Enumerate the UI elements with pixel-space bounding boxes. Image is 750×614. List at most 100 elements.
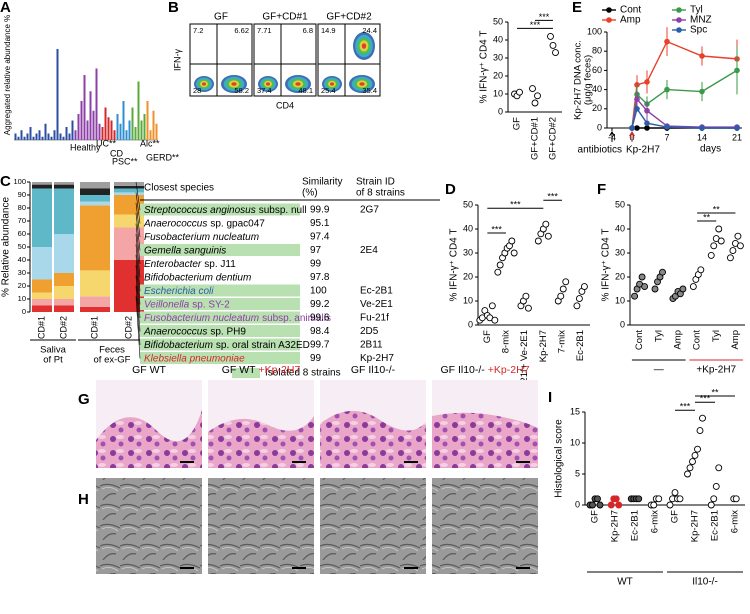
species-suffix: sp. J11 [204, 259, 236, 270]
data-point [736, 242, 744, 250]
connector [135, 223, 141, 265]
y-axis-label: Histological score [554, 419, 565, 498]
x-tick-label: 6-mix [650, 510, 661, 533]
connector [135, 192, 141, 224]
flow-y-label: IFN-γ [172, 49, 182, 71]
y-tick-label: 10 [18, 294, 26, 303]
series-line [631, 40, 738, 129]
bar-segment [54, 182, 74, 185]
data-point [542, 220, 550, 228]
highlight [140, 311, 300, 324]
species: Anaerococcus sp. PH9 [143, 326, 246, 337]
table-header: (%) [302, 188, 318, 199]
data-point [726, 254, 734, 262]
species-name: Anaerococcus [143, 326, 207, 337]
similarity: 97.8 [310, 272, 330, 283]
image-title: GF WT [132, 364, 166, 376]
bar [71, 120, 74, 140]
strain-id: Fu-21f [360, 313, 389, 324]
y-tick-label: 5 [575, 468, 580, 478]
legend-swatch [232, 368, 260, 378]
data-point [699, 53, 705, 59]
data-point [734, 125, 740, 131]
highlight [140, 244, 300, 256]
bar [89, 91, 92, 140]
data-point [717, 237, 725, 245]
bar-segment [54, 286, 74, 299]
species-name: Fusobacterium nucleatum [144, 313, 259, 324]
bar [32, 136, 35, 140]
x-tick-label: Amp [672, 330, 683, 350]
y-tick-label: 40 [18, 255, 26, 264]
x-tick-label: GF+CD#2 [548, 117, 559, 160]
data-point [575, 295, 583, 303]
y-tick-label: 0 [468, 319, 473, 329]
significance-label: *** [539, 12, 550, 22]
y-axis-label: Aggregated relative abundance % [3, 15, 12, 136]
data-point [524, 304, 532, 312]
title-part: GF Il10-/- [351, 364, 396, 376]
data-point [729, 247, 737, 255]
title-part: GF WT [132, 364, 166, 376]
group-label: CD [110, 148, 123, 158]
y-tick-label: 0 [620, 319, 625, 329]
species-name: Anaerococcus [143, 218, 207, 229]
x-tick-label: 8-mix [501, 330, 512, 353]
bar [38, 130, 41, 140]
significance-label: *** [680, 402, 691, 412]
x-tick-label: Ec-2B1 [575, 330, 586, 361]
y-axis-label: Kp-2H7 DNA conc. [573, 40, 584, 120]
data-point [529, 85, 536, 93]
bar [83, 75, 86, 140]
data-point [522, 292, 530, 300]
similarity: 100 [310, 286, 327, 297]
panel-label: G [78, 391, 90, 408]
data-point [607, 501, 615, 509]
y-tick-label: 10 [463, 295, 473, 305]
arrow [609, 131, 615, 142]
data-point [707, 251, 715, 259]
table-header: of 8 strains [356, 188, 405, 199]
data-point [650, 501, 658, 509]
data-point [644, 79, 650, 85]
x-tick-label: Cont [634, 330, 645, 350]
y-tick-label: 100 [13, 177, 26, 186]
data-point [508, 237, 516, 245]
bar-segment [80, 296, 110, 307]
data-point [710, 495, 718, 503]
bar-segment [80, 201, 110, 206]
y-tick-label: 50 [18, 242, 26, 251]
group-label: WT [617, 577, 633, 588]
highlight [140, 203, 300, 216]
group-label: +Kp-2H7 [696, 365, 736, 376]
bar [65, 127, 68, 140]
bar-segment [32, 184, 52, 189]
similarity: 99.9 [310, 205, 330, 216]
y-tick-label: 60 [18, 229, 26, 238]
bar [56, 49, 59, 140]
bar-segment [54, 299, 74, 306]
y-tick-label: 30 [493, 52, 503, 62]
bar-segment [32, 292, 52, 299]
data-point [534, 92, 541, 100]
similarity: 98.4 [310, 326, 330, 337]
data-point [734, 232, 742, 240]
data-point [710, 242, 718, 250]
data-point [686, 464, 694, 472]
bar [122, 101, 125, 140]
title-part: GF Il10-/- [440, 364, 485, 376]
y-tick-label: 10 [493, 88, 503, 98]
y-tick-label: 20 [592, 103, 602, 113]
density [231, 82, 237, 86]
title-part: +Kp-2H7 [488, 364, 530, 376]
bar [50, 136, 53, 140]
y-tick-label: 40 [592, 84, 602, 94]
density [330, 82, 334, 86]
species: Bifidobacterium dentium [144, 272, 251, 283]
species-name: Enterobacter [144, 259, 202, 270]
bar-segment [32, 247, 52, 280]
bar-segment [114, 182, 144, 186]
data-point [491, 316, 499, 324]
bar [104, 107, 107, 140]
x-tick-label: 7-mix [557, 330, 568, 353]
